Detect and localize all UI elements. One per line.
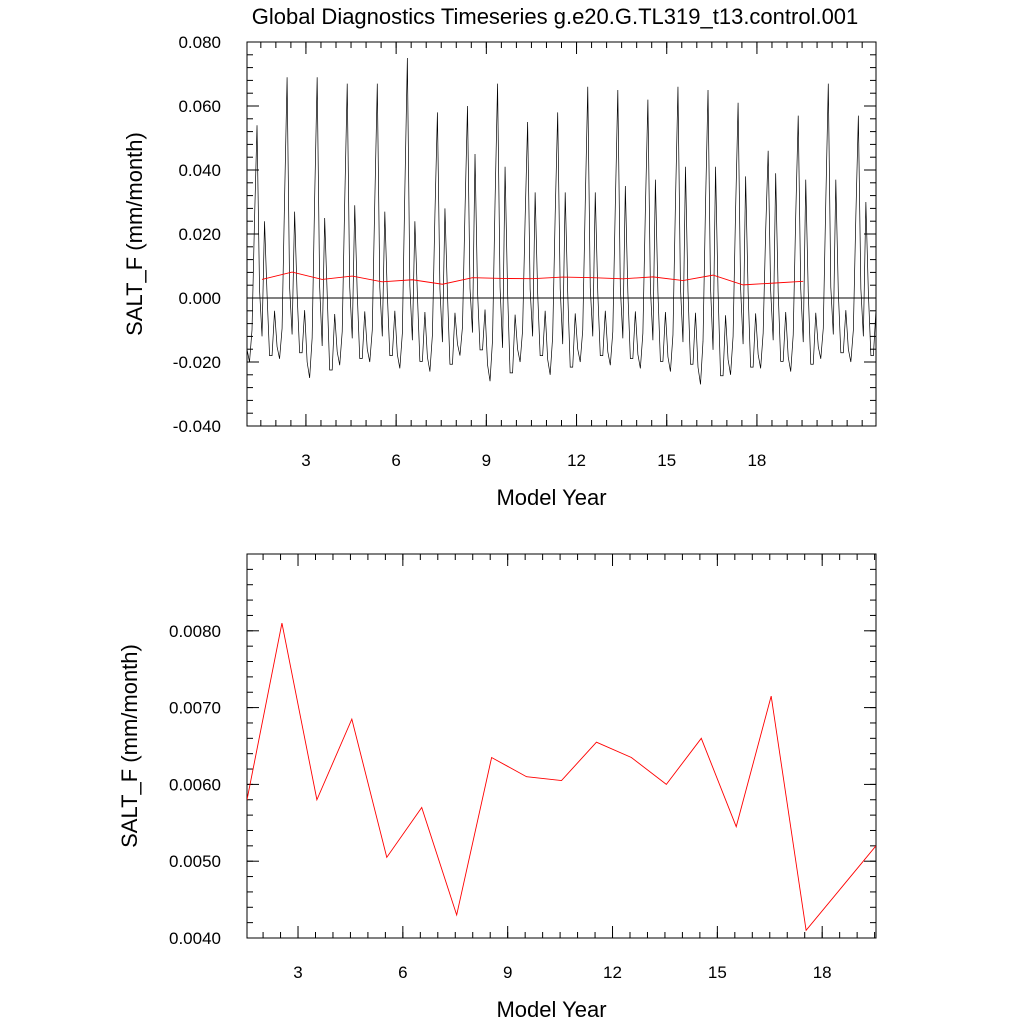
- xtick-label: 3: [301, 451, 310, 470]
- monthly-series-line: [247, 57, 876, 385]
- ytick-label: 0.0040: [169, 929, 221, 948]
- xtick-label: 18: [813, 963, 832, 982]
- xtick-label: 15: [708, 963, 727, 982]
- ytick-label: -0.040: [173, 417, 221, 436]
- plot-area: [247, 623, 876, 932]
- ytick-label: 0.020: [178, 225, 221, 244]
- ytick-label: 0.000: [178, 289, 221, 308]
- ytick-label: 0.060: [178, 97, 221, 116]
- x-axis-label: Model Year: [496, 485, 606, 510]
- annual-series-line: [247, 623, 876, 932]
- ytick-label: 0.0080: [169, 622, 221, 641]
- xtick-label: 9: [503, 963, 512, 982]
- xtick-label: 6: [391, 451, 400, 470]
- ytick-label: 0.0060: [169, 775, 221, 794]
- ytick-label: 0.080: [178, 33, 221, 52]
- plot-area: [247, 57, 876, 385]
- chart-title: Global Diagnostics Timeseries g.e20.G.TL…: [252, 4, 859, 29]
- xtick-label: 15: [657, 451, 676, 470]
- ytick-label: 0.0050: [169, 852, 221, 871]
- x-axis-label: Model Year: [496, 997, 606, 1022]
- xtick-label: 3: [293, 963, 302, 982]
- top-panel: -0.040 -0.020 0.000 0.020 0.040 0.060 0.080 3 6 9…: [122, 33, 877, 510]
- xtick-label: 12: [603, 963, 622, 982]
- annual-series-line: [261, 271, 804, 286]
- xtick-label: 9: [482, 451, 491, 470]
- bottom-panel: 0.0040 0.0050 0.0060 0.0070 0.0080 3 6 9 12 15 18 M…: [117, 553, 877, 1022]
- y-axis-label: SALT_F (mm/month): [122, 132, 147, 336]
- xtick-label: 12: [567, 451, 586, 470]
- xtick-label: 6: [398, 963, 407, 982]
- ytick-label: 0.040: [178, 161, 221, 180]
- ytick-label: -0.020: [173, 353, 221, 372]
- plot-frame: [246, 553, 877, 939]
- y-axis-label: SALT_F (mm/month): [117, 644, 142, 848]
- xtick-label: 18: [747, 451, 766, 470]
- ytick-label: 0.0070: [169, 699, 221, 718]
